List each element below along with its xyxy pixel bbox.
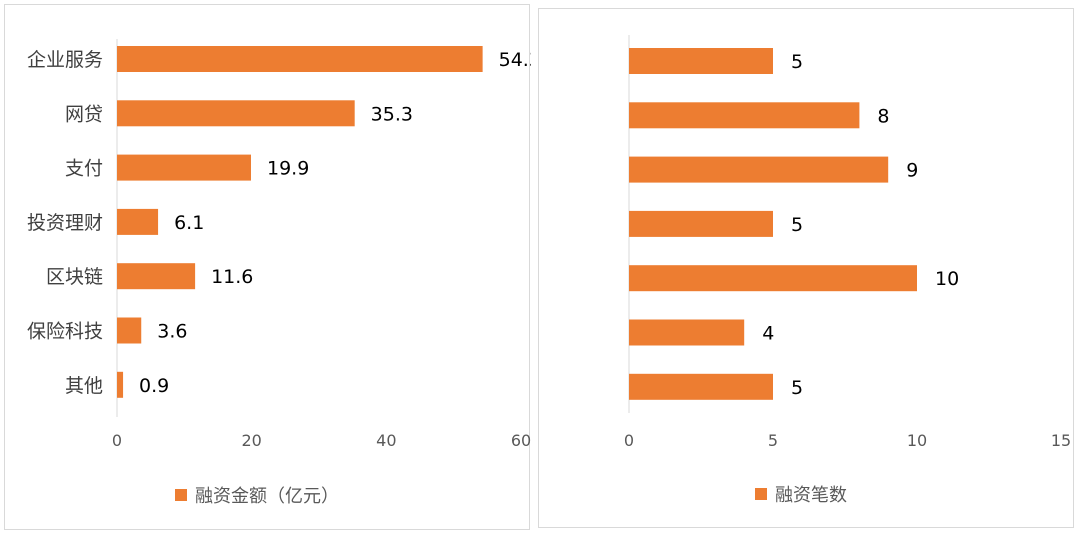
- amount-bar-chart: 企业服务 54.3 网贷 35.3 支付 19.9 投资理财 6.1 区块链 11.6 保险科技 3.…: [27, 39, 531, 507]
- x-tick-label: 0: [624, 431, 634, 450]
- chart-panel-count: 5 8 9 5 10 4 5 0 5 10 15 融资笔数: [538, 8, 1074, 528]
- data-label: 35.3: [371, 103, 413, 125]
- x-tick-label: 0: [112, 431, 122, 450]
- category-label: 企业服务: [27, 49, 103, 71]
- bar: [629, 210, 773, 237]
- data-label: 8: [877, 105, 889, 127]
- data-label: 5: [791, 377, 803, 399]
- x-tick-label: 5: [768, 431, 778, 450]
- data-label: 10: [935, 268, 959, 290]
- bar: [629, 48, 773, 74]
- bar: [629, 156, 889, 183]
- bar: [117, 371, 124, 398]
- bar: [117, 208, 159, 235]
- x-tick-label: 15: [1051, 431, 1071, 450]
- bar: [117, 154, 251, 181]
- category-label: 网贷: [65, 103, 103, 125]
- category-label: 区块链: [46, 266, 103, 288]
- count-bar-chart: 5 8 9 5 10 4 5 0 5 10 15 融资笔数: [624, 35, 1071, 506]
- category-label: 保险科技: [27, 321, 103, 343]
- bar: [629, 373, 773, 400]
- category-label: 其他: [65, 375, 103, 397]
- data-label: 19.9: [267, 158, 309, 180]
- data-label: 9: [906, 160, 918, 182]
- legend-swatch: [755, 488, 767, 500]
- legend-swatch: [175, 489, 187, 501]
- category-label: 支付: [65, 158, 103, 180]
- data-label: 6.1: [174, 212, 204, 234]
- data-label: 5: [791, 214, 803, 236]
- data-label: 0.9: [139, 375, 169, 397]
- data-label: 4: [762, 323, 774, 345]
- bar: [117, 46, 483, 72]
- x-tick-label: 20: [241, 431, 261, 450]
- bar: [629, 319, 745, 346]
- data-label: 3.6: [157, 321, 187, 343]
- x-tick-label: 10: [907, 431, 927, 450]
- x-tick-label: 60: [511, 431, 531, 450]
- bar: [117, 263, 196, 290]
- category-label: 投资理财: [27, 212, 103, 234]
- bar: [629, 102, 860, 129]
- data-label: 54.3: [499, 49, 531, 71]
- legend-label: 融资笔数: [775, 485, 847, 506]
- bar: [117, 317, 142, 344]
- bar: [117, 100, 355, 127]
- data-label: 5: [791, 51, 803, 73]
- data-label: 11.6: [211, 266, 253, 288]
- chart-panel-amount: 企业服务 54.3 网贷 35.3 支付 19.9 投资理财 6.1 区块链 11.6 保险科技 3.…: [4, 4, 531, 530]
- x-tick-label: 40: [376, 431, 396, 450]
- bar: [629, 265, 917, 292]
- legend-label: 融资金额（亿元）: [195, 486, 339, 507]
